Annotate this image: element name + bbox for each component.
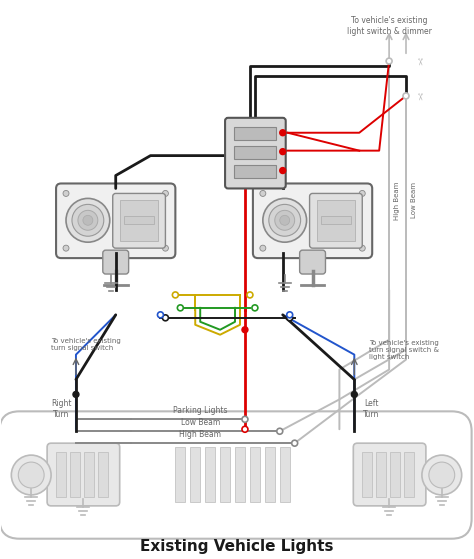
Bar	[70, 452, 80, 497]
Circle shape	[78, 210, 98, 230]
Circle shape	[63, 191, 69, 196]
Circle shape	[63, 245, 69, 251]
FancyBboxPatch shape	[310, 193, 362, 248]
Circle shape	[280, 130, 286, 136]
Bar	[250, 447, 260, 502]
Circle shape	[269, 205, 301, 236]
Bar	[120, 200, 158, 241]
Text: Right
Turn: Right Turn	[51, 399, 71, 419]
Circle shape	[429, 462, 455, 488]
Bar	[56, 452, 66, 497]
Bar	[190, 447, 200, 502]
Bar	[320, 216, 351, 224]
Bar	[98, 452, 108, 497]
Circle shape	[242, 416, 248, 422]
Circle shape	[260, 191, 266, 196]
FancyBboxPatch shape	[225, 118, 286, 188]
FancyBboxPatch shape	[300, 250, 326, 274]
Circle shape	[242, 327, 248, 333]
Text: Existing Vehicle Lights: Existing Vehicle Lights	[140, 539, 334, 554]
Text: ✂: ✂	[414, 92, 424, 100]
Circle shape	[173, 292, 178, 298]
Circle shape	[280, 168, 286, 173]
Circle shape	[359, 191, 365, 196]
Text: Parking Lights: Parking Lights	[173, 406, 228, 415]
Text: To vehicle's existing
turn signal switch &
light switch: To vehicle's existing turn signal switch…	[369, 340, 439, 359]
Bar	[220, 447, 230, 502]
Circle shape	[260, 245, 266, 251]
Circle shape	[280, 149, 286, 155]
Bar	[317, 200, 356, 241]
Bar	[235, 447, 245, 502]
Bar	[265, 447, 275, 502]
Text: To vehicle's existing
light switch & dimmer: To vehicle's existing light switch & dim…	[346, 16, 431, 36]
FancyBboxPatch shape	[103, 250, 128, 274]
Circle shape	[422, 455, 462, 495]
Circle shape	[83, 215, 93, 225]
Circle shape	[386, 58, 392, 64]
Circle shape	[73, 391, 79, 397]
Bar	[234, 164, 276, 178]
FancyBboxPatch shape	[47, 443, 120, 506]
Circle shape	[263, 198, 307, 242]
FancyBboxPatch shape	[0, 411, 472, 539]
Circle shape	[72, 205, 104, 236]
Bar	[280, 447, 290, 502]
Circle shape	[275, 210, 295, 230]
Bar	[205, 447, 215, 502]
Bar	[175, 447, 185, 502]
Circle shape	[18, 462, 44, 488]
Circle shape	[157, 312, 164, 318]
Circle shape	[177, 305, 183, 311]
Circle shape	[351, 391, 357, 397]
Text: Low Beam: Low Beam	[411, 182, 417, 219]
FancyBboxPatch shape	[56, 183, 175, 258]
Bar	[234, 146, 276, 159]
Circle shape	[252, 305, 258, 311]
Bar	[376, 452, 386, 497]
Text: High Beam: High Beam	[394, 181, 400, 220]
Circle shape	[247, 292, 253, 298]
FancyBboxPatch shape	[113, 193, 165, 248]
Bar	[390, 452, 400, 497]
Circle shape	[163, 315, 168, 321]
FancyBboxPatch shape	[353, 443, 426, 506]
Bar	[234, 127, 276, 140]
Bar	[404, 452, 414, 497]
Bar	[124, 216, 155, 224]
Text: Low Beam: Low Beam	[181, 418, 220, 427]
Circle shape	[242, 427, 248, 432]
Circle shape	[403, 93, 409, 99]
FancyBboxPatch shape	[253, 183, 372, 258]
Circle shape	[280, 215, 290, 225]
Text: ✂: ✂	[414, 57, 424, 65]
Circle shape	[163, 245, 168, 251]
Text: Left
Turn: Left Turn	[363, 399, 379, 419]
Circle shape	[287, 315, 292, 321]
Circle shape	[11, 455, 51, 495]
Circle shape	[359, 245, 365, 251]
Circle shape	[163, 191, 168, 196]
Text: To vehicle's existing
turn signal switch: To vehicle's existing turn signal switch	[51, 338, 121, 351]
Bar	[84, 452, 94, 497]
Circle shape	[66, 198, 110, 242]
Circle shape	[287, 312, 292, 318]
Circle shape	[277, 428, 283, 434]
Circle shape	[292, 440, 298, 446]
Bar	[362, 452, 372, 497]
Text: High Beam: High Beam	[179, 430, 221, 439]
